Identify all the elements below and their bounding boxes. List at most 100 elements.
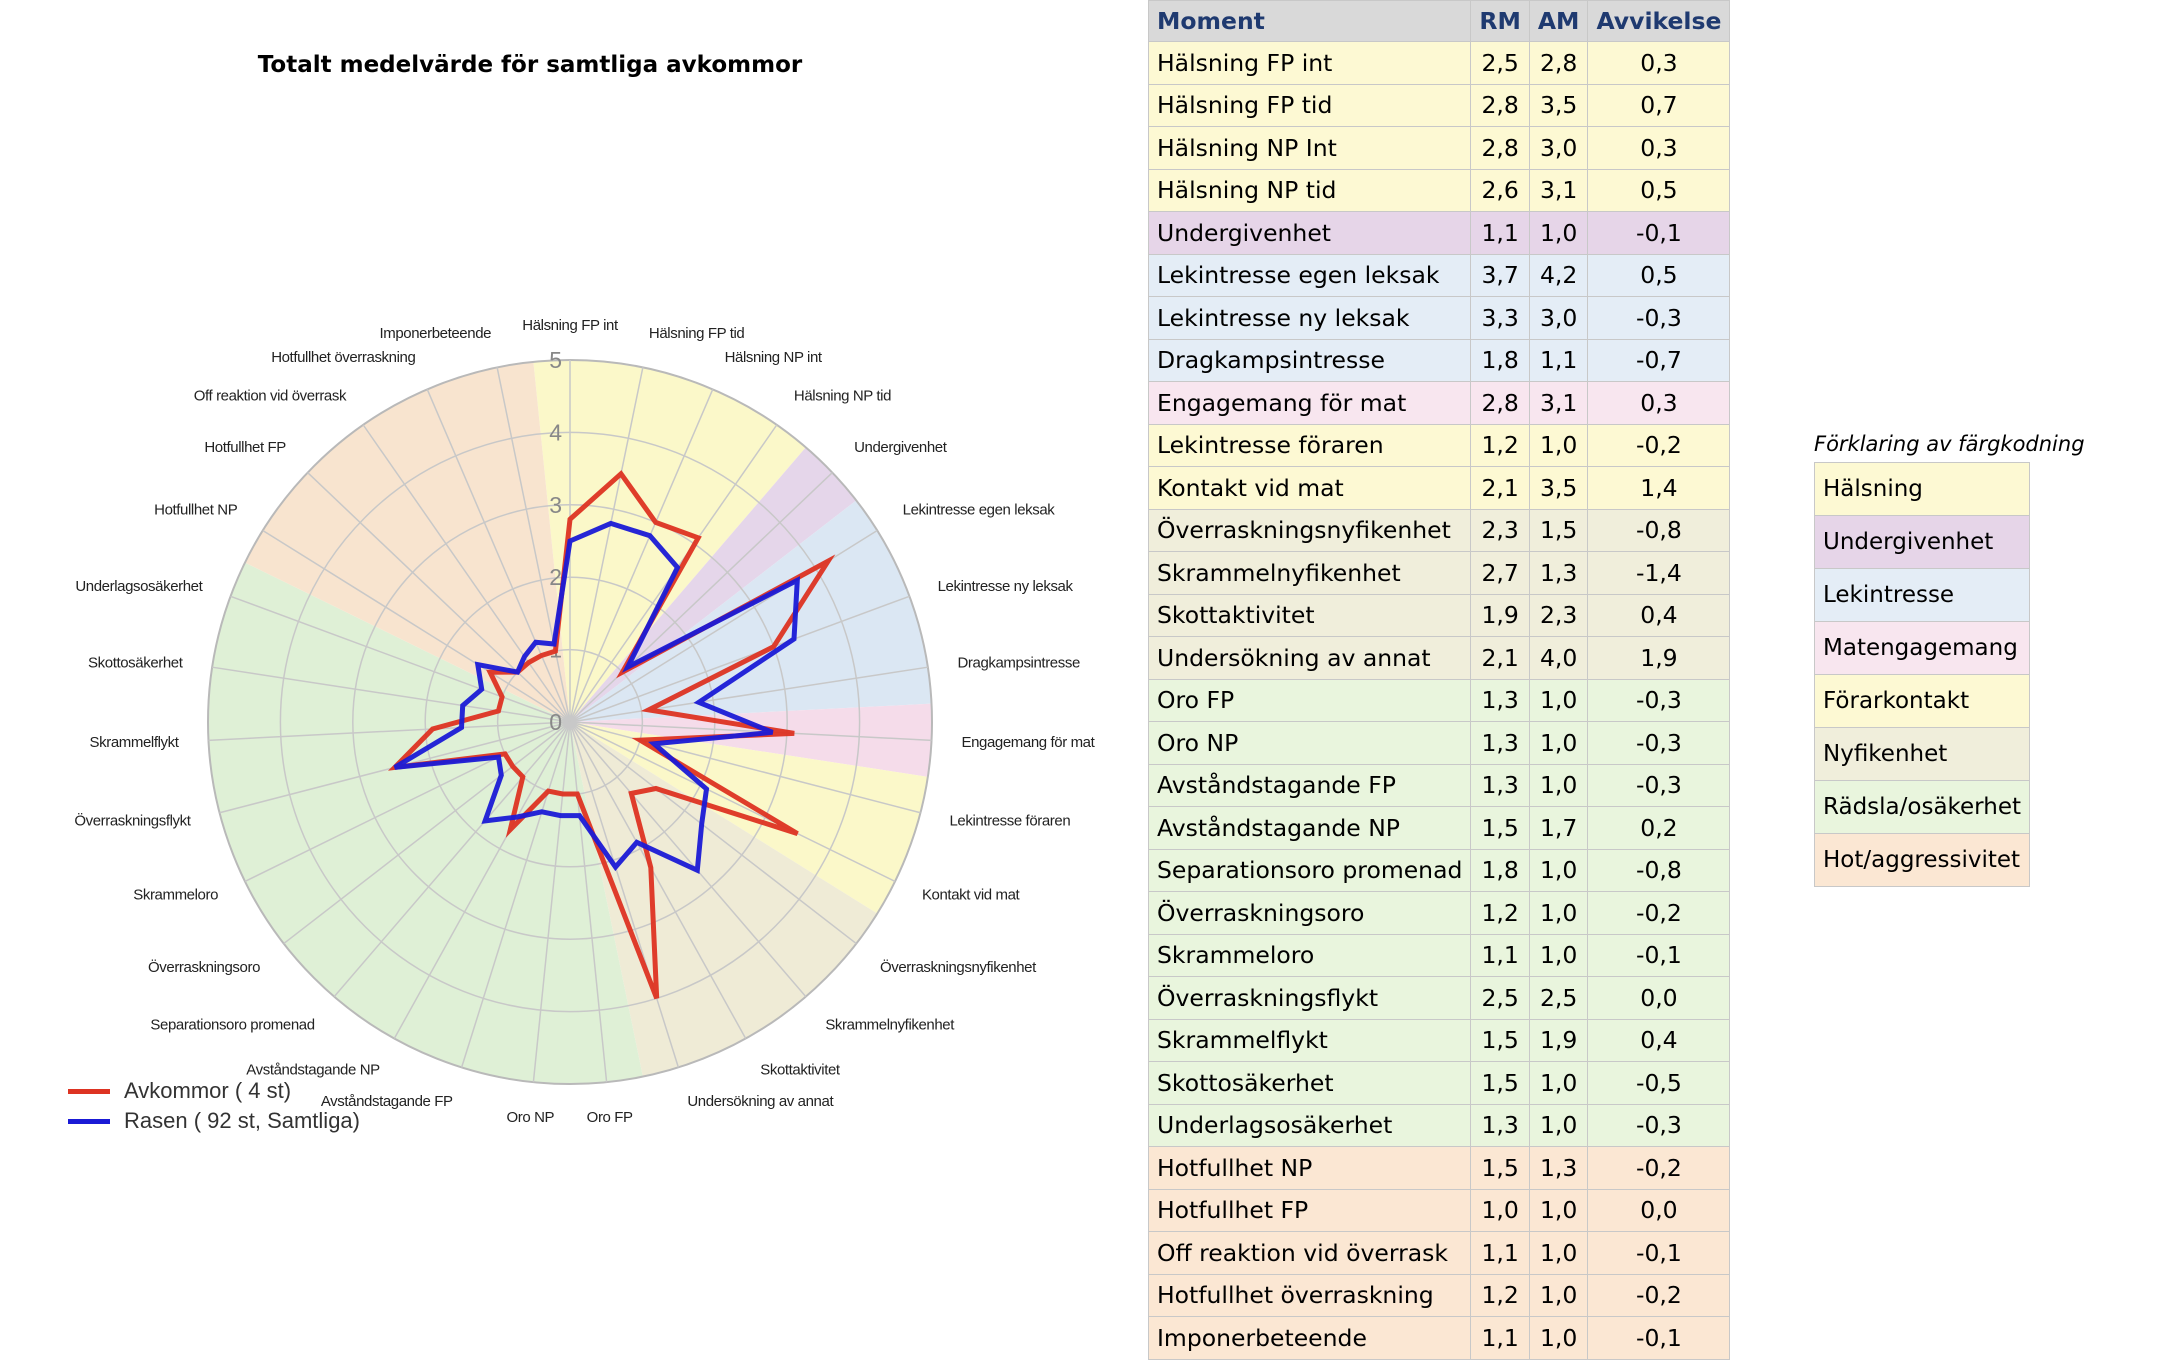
cell-dev: -0,1 bbox=[1587, 1231, 1731, 1275]
grid-spoke bbox=[262, 529, 571, 723]
grid-spoke bbox=[283, 721, 571, 945]
legend-label-avkommor: Avkommor ( 4 st) bbox=[124, 1078, 292, 1103]
grid-spoke bbox=[569, 721, 680, 1068]
table-row: Skrammelnyfikenhet 2,7 1,3 -1,4 bbox=[1147, 551, 1731, 595]
cell-moment: Oro NP bbox=[1147, 721, 1472, 765]
cell-am: 1,0 bbox=[1528, 891, 1589, 935]
legend-item-rasen: Rasen ( 92 st, Samtliga) bbox=[68, 1106, 360, 1136]
cell-rm: 1,1 bbox=[1470, 933, 1530, 977]
cell-dev: -0,3 bbox=[1587, 721, 1731, 765]
color-legend-row: Nyfikenhet bbox=[1814, 727, 2030, 781]
cell-dev: -0,2 bbox=[1587, 1146, 1731, 1190]
axis-label: Kontakt vid mat bbox=[922, 887, 1021, 904]
table-row: Skrammeloro 1,1 1,0 -0,1 bbox=[1147, 933, 1731, 977]
cell-am: 2,3 bbox=[1528, 593, 1589, 637]
cell-rm: 1,2 bbox=[1470, 1273, 1530, 1317]
axis-label: Lekintresse ny leksak bbox=[938, 578, 1074, 595]
cell-moment: Hotfullhet FP bbox=[1147, 1188, 1472, 1232]
axis-label: Skrammelflykt bbox=[90, 734, 180, 751]
cell-am: 1,0 bbox=[1528, 1188, 1589, 1232]
grid-spoke bbox=[569, 367, 644, 723]
cell-rm: 2,8 bbox=[1470, 126, 1530, 170]
table-row: Skottaktivitet 1,9 2,3 0,4 bbox=[1147, 593, 1731, 637]
table-row: Hälsning FP int 2,5 2,8 0,3 bbox=[1147, 41, 1731, 85]
cell-rm: 1,5 bbox=[1470, 806, 1530, 850]
legend-swatch-rasen bbox=[68, 1118, 110, 1124]
axis-label: Avståndstagande FP bbox=[321, 1093, 453, 1110]
axis-label: Undergivenhet bbox=[854, 439, 948, 456]
cell-rm: 1,8 bbox=[1470, 848, 1530, 892]
color-legend-item: Hot/aggressivitet bbox=[1814, 833, 2030, 887]
axis-label: Överraskningsoro bbox=[148, 958, 260, 976]
cell-moment: Skottosäkerhet bbox=[1147, 1061, 1472, 1105]
cell-am: 3,0 bbox=[1528, 296, 1589, 340]
cell-moment: Dragkampsintresse bbox=[1147, 338, 1472, 382]
header-rm: RM bbox=[1470, 0, 1530, 42]
cell-dev: -0,8 bbox=[1587, 508, 1731, 552]
legend-label-rasen: Rasen ( 92 st, Samtliga) bbox=[124, 1108, 360, 1133]
axis-label: Hälsning NP tid bbox=[794, 387, 891, 404]
axis-label: Lekintresse föraren bbox=[949, 812, 1070, 829]
grid-spoke bbox=[569, 472, 833, 723]
cell-am: 1,0 bbox=[1528, 1273, 1589, 1317]
table-row: Lekintresse ny leksak 3,3 3,0 -0,3 bbox=[1147, 296, 1731, 340]
grid-spoke bbox=[426, 389, 571, 723]
cell-rm: 1,1 bbox=[1470, 211, 1530, 255]
header-am: AM bbox=[1528, 0, 1589, 42]
grid-spoke bbox=[307, 472, 571, 723]
cell-am: 3,0 bbox=[1528, 126, 1589, 170]
cell-am: 1,1 bbox=[1528, 338, 1589, 382]
cell-moment: Skrammelflykt bbox=[1147, 1018, 1472, 1062]
table-row: Separationsoro promenad 1,8 1,0 -0,8 bbox=[1147, 848, 1731, 892]
color-legend-item: Nyfikenhet bbox=[1814, 727, 2030, 781]
cell-rm: 1,3 bbox=[1470, 763, 1530, 807]
cell-am: 1,0 bbox=[1528, 1316, 1589, 1360]
cell-dev: 0,0 bbox=[1587, 1188, 1731, 1232]
cell-am: 3,5 bbox=[1528, 466, 1589, 510]
cell-dev: -0,3 bbox=[1587, 678, 1731, 722]
cell-am: 1,0 bbox=[1528, 1231, 1589, 1275]
cell-moment: Skottaktivitet bbox=[1147, 593, 1472, 637]
table-row: Undergivenhet 1,1 1,0 -0,1 bbox=[1147, 211, 1731, 255]
table-row: Hotfullhet NP 1,5 1,3 -0,2 bbox=[1147, 1146, 1731, 1190]
axis-label: Hälsning NP int bbox=[725, 349, 823, 366]
grid-spoke bbox=[569, 721, 932, 742]
cell-am: 1,0 bbox=[1528, 211, 1589, 255]
cell-am: 3,1 bbox=[1528, 168, 1589, 212]
color-legend-item: Matengagemang bbox=[1814, 621, 2030, 675]
cell-dev: -0,8 bbox=[1587, 848, 1731, 892]
color-legend-item: Undergivenhet bbox=[1814, 515, 2030, 569]
tick-label: 5 bbox=[549, 347, 562, 373]
legend-swatch-avkommor bbox=[68, 1088, 110, 1094]
color-legend-list: Hälsning Undergivenhet Lekintresse Matengag… bbox=[1814, 462, 2030, 887]
axis-label: Oro FP bbox=[587, 1109, 633, 1126]
cell-dev: -0,3 bbox=[1587, 296, 1731, 340]
chart-title: Totalt medelvärde för samtliga avkommor bbox=[257, 52, 803, 78]
grid-spoke bbox=[569, 721, 896, 883]
cell-dev: -0,1 bbox=[1587, 1316, 1731, 1360]
color-legend-row: Hot/aggressivitet bbox=[1814, 833, 2030, 887]
cell-am: 1,0 bbox=[1528, 721, 1589, 765]
grid-spoke bbox=[569, 721, 921, 814]
cell-moment: Överraskningsoro bbox=[1147, 891, 1472, 935]
grid-spoke bbox=[569, 721, 807, 998]
cell-dev: -0,2 bbox=[1587, 891, 1731, 935]
cell-rm: 1,9 bbox=[1470, 593, 1530, 637]
tick-label: 2 bbox=[549, 564, 562, 590]
cell-moment: Undersökning av annat bbox=[1147, 636, 1472, 680]
cell-moment: Lekintresse föraren bbox=[1147, 423, 1472, 467]
moment-table: Moment RM AM Avvikelse Hälsning FP int 2,… bbox=[1147, 0, 1731, 1360]
cell-rm: 2,5 bbox=[1470, 41, 1530, 85]
cell-dev: -0,3 bbox=[1587, 1103, 1731, 1147]
table-row: Hälsning FP tid 2,8 3,5 0,7 bbox=[1147, 83, 1731, 127]
axis-label: Skottaktivitet bbox=[760, 1062, 841, 1079]
grid-spoke bbox=[244, 721, 571, 883]
cell-dev: -0,1 bbox=[1587, 933, 1731, 977]
cell-moment: Imponerbeteende bbox=[1147, 1316, 1472, 1360]
cell-moment: Hälsning FP tid bbox=[1147, 83, 1472, 127]
color-legend-row: Rädsla/osäkerhet bbox=[1814, 780, 2030, 834]
cell-rm: 2,1 bbox=[1470, 636, 1530, 680]
axis-label: Hälsning FP tid bbox=[649, 325, 744, 342]
cell-dev: 0,7 bbox=[1587, 83, 1731, 127]
cell-dev: 0,5 bbox=[1587, 168, 1731, 212]
